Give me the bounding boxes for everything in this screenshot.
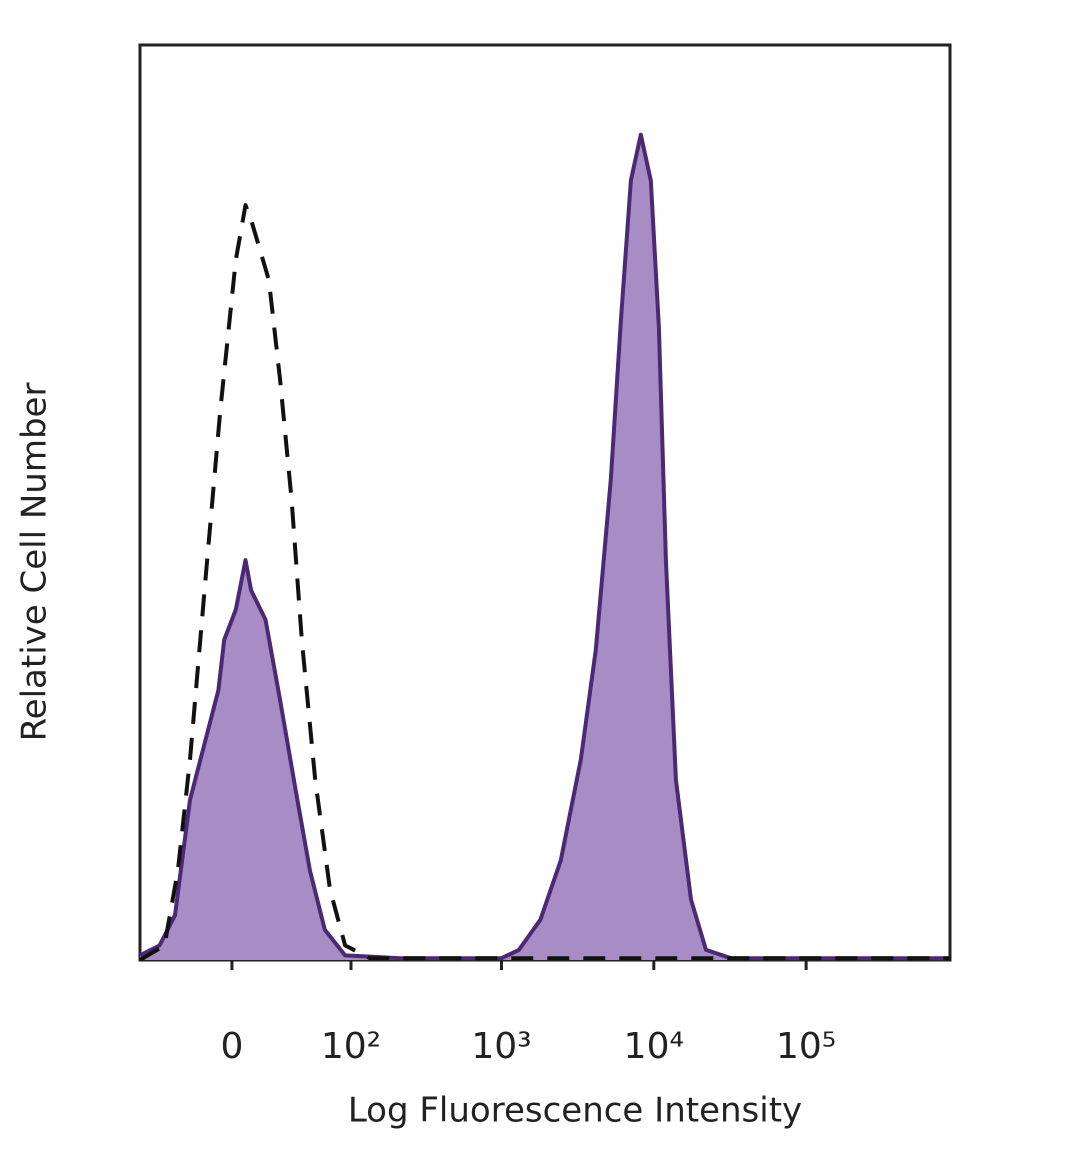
series-line bbox=[138, 203, 950, 962]
x-tick-label: 10³ bbox=[471, 1026, 531, 1067]
series-area bbox=[140, 134, 950, 960]
x-tick-label: 10² bbox=[321, 1026, 381, 1067]
x-tick-label: 0 bbox=[220, 1026, 243, 1067]
x-tick-label: 10⁴ bbox=[624, 1026, 684, 1067]
y-axis-title: Relative Cell Number bbox=[15, 383, 55, 742]
series-line bbox=[139, 132, 950, 961]
x-axis-title: Log Fluorescence Intensity bbox=[348, 1091, 802, 1131]
x-tick-label: 10⁵ bbox=[776, 1026, 836, 1067]
